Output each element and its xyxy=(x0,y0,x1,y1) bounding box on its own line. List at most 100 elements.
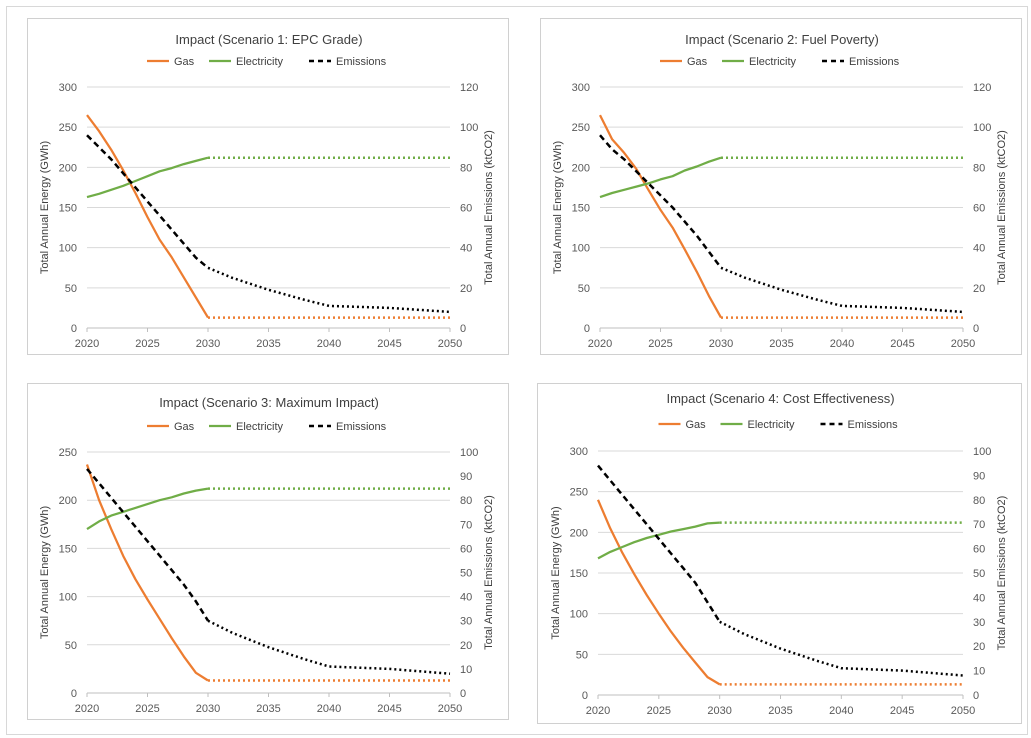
series-line-gas xyxy=(596,499,721,686)
y-tick-label: 300 xyxy=(572,82,590,94)
y-tick-label: 50 xyxy=(65,640,77,652)
y2-tick-label: 100 xyxy=(973,446,991,458)
y2-tick-label: 40 xyxy=(460,243,472,255)
y-tick-label: 150 xyxy=(59,543,77,555)
y2-axis-title: Total Annual Emissions (ktCO2) xyxy=(483,495,495,650)
y2-tick-label: 100 xyxy=(460,447,478,459)
series-line-emissions xyxy=(599,134,722,269)
y2-tick-label: 40 xyxy=(973,592,985,604)
series-line-electricity xyxy=(86,487,209,531)
x-tick-label: 2045 xyxy=(377,338,401,350)
y2-tick-label: 20 xyxy=(460,283,472,295)
y-tick-label: 50 xyxy=(576,649,588,661)
y2-tick-label: 100 xyxy=(973,122,991,134)
y-tick-label: 200 xyxy=(570,527,588,539)
y-tick-label: 250 xyxy=(570,487,588,499)
legend-label: Gas xyxy=(686,419,707,431)
y-axis-title: Total Annual Energy (GWh) xyxy=(39,506,51,639)
chart-svg: Impact (Scenario 4: Cost Effectiveness) 0… xyxy=(550,391,1008,717)
y-tick-label: 150 xyxy=(59,203,77,215)
series-line-electricity xyxy=(597,521,720,560)
legend-label: Emissions xyxy=(848,419,899,431)
series-line-emissions xyxy=(86,134,209,269)
y2-tick-label: 10 xyxy=(460,664,472,676)
x-tick-label: 2025 xyxy=(135,703,159,715)
x-tick-label: 2020 xyxy=(75,703,99,715)
legend-label: Gas xyxy=(174,421,195,433)
y2-tick-label: 0 xyxy=(460,688,466,700)
y2-tick-label: 90 xyxy=(460,471,472,483)
x-tick-label: 2035 xyxy=(256,703,280,715)
y2-tick-label: 100 xyxy=(460,122,478,134)
y-tick-label: 0 xyxy=(71,323,77,335)
y-tick-label: 200 xyxy=(59,162,77,174)
y2-axis-title: Total Annual Emissions (ktCO2) xyxy=(996,130,1008,285)
chart-title: Impact (Scenario 3: Maximum Impact) xyxy=(159,395,379,410)
y2-tick-label: 20 xyxy=(973,283,985,295)
y2-tick-label: 80 xyxy=(973,162,985,174)
legend-label: Gas xyxy=(174,56,195,68)
series-line-gas xyxy=(85,464,209,682)
y2-tick-label: 30 xyxy=(460,616,472,628)
y-tick-label: 100 xyxy=(59,243,77,255)
y2-tick-label: 60 xyxy=(973,544,985,556)
legend-item-gas: Gas xyxy=(147,56,195,68)
y2-tick-label: 40 xyxy=(460,592,472,604)
chart-scenario-4: Impact (Scenario 4: Cost Effectiveness) 0… xyxy=(537,383,1022,724)
x-tick-label: 2045 xyxy=(377,703,401,715)
x-tick-label: 2045 xyxy=(890,338,914,350)
x-tick-label: 2035 xyxy=(769,338,793,350)
chart-scenario-1: Impact (Scenario 1: EPC Grade) 0 50 100 150 2… xyxy=(27,18,509,355)
x-tick-label: 2035 xyxy=(768,705,792,717)
x-tick-label: 2025 xyxy=(135,338,159,350)
series-line-electricity xyxy=(599,156,722,199)
x-tick-label: 2050 xyxy=(951,338,975,350)
y-tick-label: 100 xyxy=(572,243,590,255)
legend-label: Electricity xyxy=(236,56,284,68)
y2-tick-label: 10 xyxy=(973,666,985,678)
x-tick-label: 2040 xyxy=(830,338,854,350)
x-tick-label: 2030 xyxy=(709,338,733,350)
x-tick-label: 2050 xyxy=(438,338,462,350)
legend-item-emissions: Emissions xyxy=(820,419,899,431)
y2-tick-label: 60 xyxy=(973,203,985,215)
y-tick-label: 250 xyxy=(572,122,590,134)
y-tick-label: 150 xyxy=(570,568,588,580)
legend-item-gas: Gas xyxy=(660,56,708,68)
y-tick-label: 250 xyxy=(59,447,77,459)
y2-tick-label: 80 xyxy=(460,495,472,507)
x-tick-label: 2040 xyxy=(317,703,341,715)
figure-frame xyxy=(6,6,1028,735)
x-tick-label: 2020 xyxy=(586,705,610,717)
chart-title: Impact (Scenario 2: Fuel Poverty) xyxy=(685,32,879,47)
y2-axis-title: Total Annual Emissions (ktCO2) xyxy=(483,130,495,285)
legend-item-electricity: Electricity xyxy=(209,56,284,68)
series-line-electricity xyxy=(86,156,209,199)
y2-tick-label: 120 xyxy=(973,82,991,94)
legend-item-emissions: Emissions xyxy=(822,56,900,68)
y2-tick-label: 20 xyxy=(973,641,985,653)
y2-tick-label: 70 xyxy=(460,519,472,531)
y2-tick-label: 80 xyxy=(973,495,985,507)
y2-tick-label: 70 xyxy=(973,519,985,531)
x-tick-label: 2030 xyxy=(196,703,220,715)
y-tick-label: 200 xyxy=(59,495,77,507)
x-tick-label: 2025 xyxy=(647,705,671,717)
chart-scenario-2: Impact (Scenario 2: Fuel Poverty) 0 50 100 1… xyxy=(540,18,1022,355)
legend-item-electricity: Electricity xyxy=(722,56,797,68)
y2-tick-label: 20 xyxy=(460,640,472,652)
x-tick-label: 2040 xyxy=(829,705,853,717)
series-line-gas xyxy=(86,114,209,319)
x-tick-label: 2020 xyxy=(75,338,99,350)
y2-tick-label: 0 xyxy=(973,323,979,335)
x-tick-label: 2030 xyxy=(707,705,731,717)
legend-item-gas: Gas xyxy=(658,419,707,431)
y2-tick-label: 60 xyxy=(460,203,472,215)
x-tick-label: 2025 xyxy=(648,338,672,350)
chart-scenario-3: Impact (Scenario 3: Maximum Impact) 0 50 10… xyxy=(27,383,509,720)
x-tick-label: 2035 xyxy=(256,338,280,350)
y-tick-label: 300 xyxy=(59,82,77,94)
legend-item-emissions: Emissions xyxy=(309,56,387,68)
x-tick-label: 2050 xyxy=(438,703,462,715)
legend-label: Gas xyxy=(687,56,708,68)
